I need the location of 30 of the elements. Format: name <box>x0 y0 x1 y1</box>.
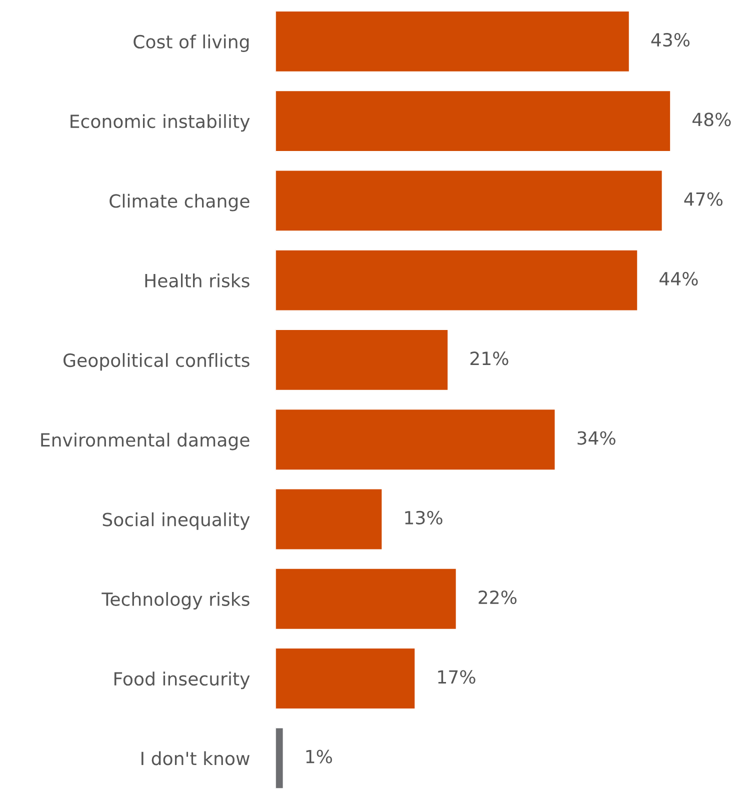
data-label: 21% <box>470 352 508 366</box>
data-label: 48% <box>692 112 731 126</box>
bar <box>275 568 458 630</box>
y-tick-label: Food insecurity <box>114 672 250 690</box>
y-tick-label: Technology risks <box>102 592 250 610</box>
y-tick-label: I don't know <box>142 751 250 766</box>
bar <box>275 90 672 152</box>
y-tick-label: Social inequality <box>102 512 250 530</box>
bar <box>275 248 639 312</box>
data-label: 17% <box>438 670 476 684</box>
y-tick-label: Environmental damage <box>41 432 250 450</box>
y-tick-label: Health risks <box>145 273 250 288</box>
bar <box>275 10 630 73</box>
bar <box>275 328 449 392</box>
data-label: 47% <box>684 192 722 206</box>
data-label: 34% <box>578 431 616 445</box>
data-label: 44% <box>660 272 698 286</box>
bar <box>275 726 284 790</box>
y-tick-label: Climate change <box>110 194 250 212</box>
bar <box>275 488 384 551</box>
bar <box>275 408 556 471</box>
bar <box>275 647 416 710</box>
data-label: 22% <box>478 590 517 604</box>
data-label: 43% <box>651 32 690 47</box>
y-tick-label: Geopolitical conflicts <box>64 353 250 371</box>
data-label: 1% <box>306 750 332 764</box>
data-label: 13% <box>405 510 442 524</box>
y-tick-label: Cost of living <box>134 34 249 52</box>
bar <box>275 169 664 232</box>
y-tick-label: Economic instability <box>70 114 250 132</box>
